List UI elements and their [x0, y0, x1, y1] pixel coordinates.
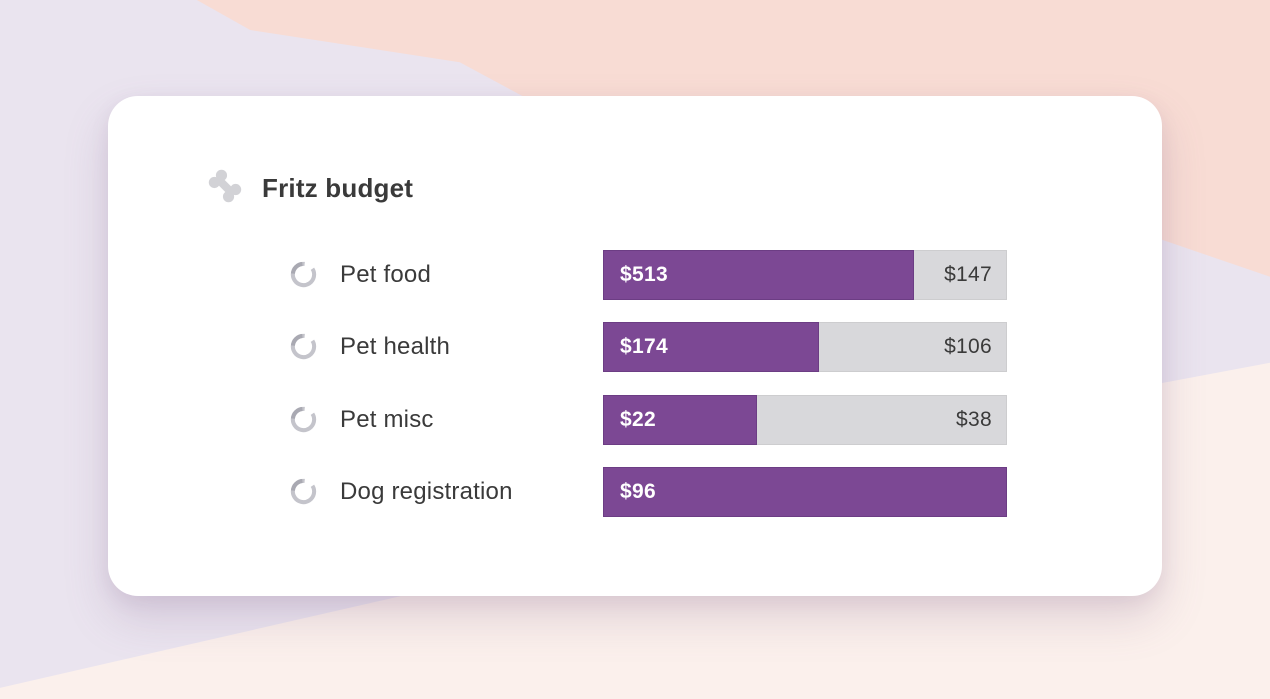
progress-ring-icon[interactable]	[289, 332, 318, 361]
category-label: Pet food	[340, 261, 432, 288]
category-label: Pet misc	[340, 406, 434, 433]
bone-icon	[203, 164, 247, 213]
progress-ring-icon[interactable]	[289, 405, 318, 434]
budget-bar: $513 $147	[603, 250, 1007, 300]
category-label: Pet health	[340, 333, 451, 360]
progress-ring-icon[interactable]	[289, 477, 318, 506]
spent-value: $513	[620, 263, 668, 286]
budget-bar-fill: $174	[603, 322, 820, 372]
budget-bar: $22 $38	[603, 395, 1007, 445]
budget-bar-fill: $513	[603, 250, 915, 300]
remaining-value: $147	[944, 263, 992, 286]
budget-bar-fill: $96	[603, 467, 1007, 517]
budget-bar: $96	[603, 467, 1007, 517]
budget-bar-fill: $22	[603, 395, 757, 445]
spent-value: $22	[620, 408, 656, 431]
spent-value: $96	[620, 480, 656, 503]
budget-row-pet-food[interactable]: Pet food $513 $147	[108, 250, 1162, 300]
page-title: Fritz budget	[262, 172, 414, 203]
budget-row-pet-health[interactable]: Pet health $174 $106	[108, 322, 1162, 372]
card-header: Fritz budget	[203, 165, 413, 211]
budget-card: Fritz budget Pet food $513 $147 Pet heal…	[108, 96, 1162, 596]
remaining-value: $38	[956, 408, 992, 431]
budget-bar: $174 $106	[603, 322, 1007, 372]
remaining-value: $106	[944, 335, 992, 358]
budget-row-pet-misc[interactable]: Pet misc $22 $38	[108, 395, 1162, 445]
budget-row-dog-registration[interactable]: Dog registration $96	[108, 467, 1162, 517]
spent-value: $174	[620, 335, 668, 358]
progress-ring-icon[interactable]	[289, 260, 318, 289]
category-label: Dog registration	[340, 478, 513, 505]
